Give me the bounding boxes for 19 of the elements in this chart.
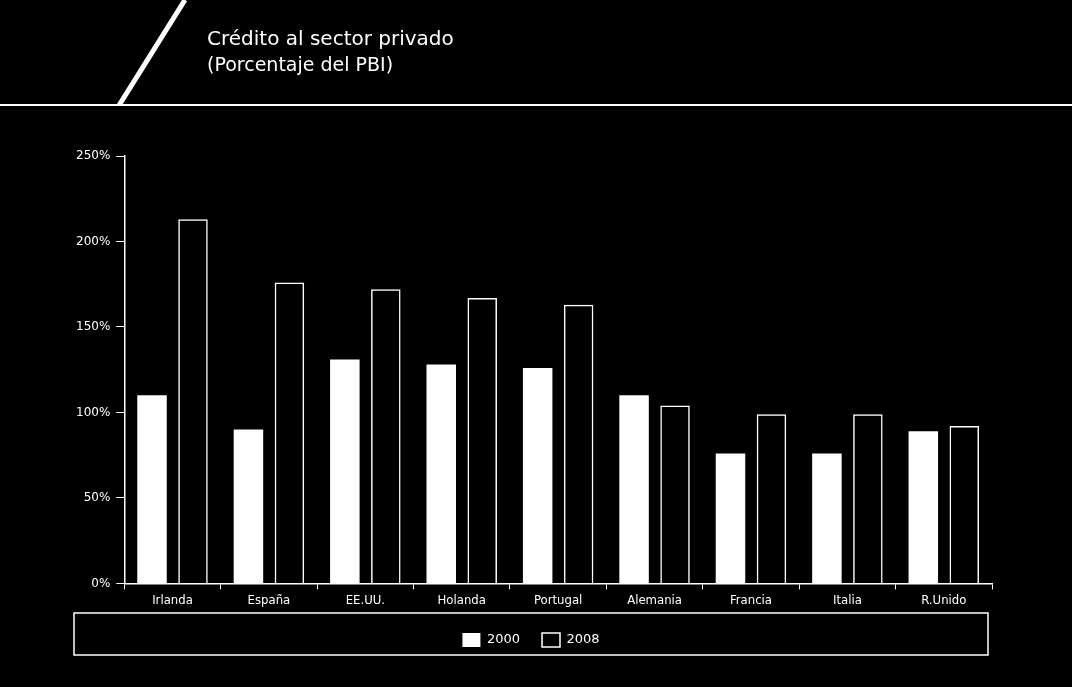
x-tick-label: Portugal [533, 591, 583, 607]
x-tick-label: Italia [832, 591, 862, 607]
x-tick-label: EE.UU. [345, 591, 385, 607]
x-tick-label: Francia [729, 591, 772, 607]
y-tick-label: 0% [91, 575, 111, 590]
x-tick-label: Irlanda [152, 591, 193, 607]
chart-title: Crédito al sector privado [207, 26, 454, 50]
y-tick-label: 50% [83, 490, 111, 505]
x-tick-label: R.Unido [921, 591, 967, 607]
x-tick-label: Holanda [437, 591, 486, 607]
y-tick-label: 100% [75, 404, 111, 419]
legend-label: 2000 [486, 631, 521, 647]
x-tick-label: España [247, 591, 291, 607]
x-tick-label: Alemania [627, 591, 682, 607]
y-tick-label: 250% [75, 148, 111, 163]
chart-subtitle: (Porcentaje del PBI) [207, 52, 394, 76]
legend-label: 2008 [566, 631, 600, 647]
y-tick-label: 200% [75, 233, 111, 248]
y-tick-label: 150% [75, 319, 111, 334]
